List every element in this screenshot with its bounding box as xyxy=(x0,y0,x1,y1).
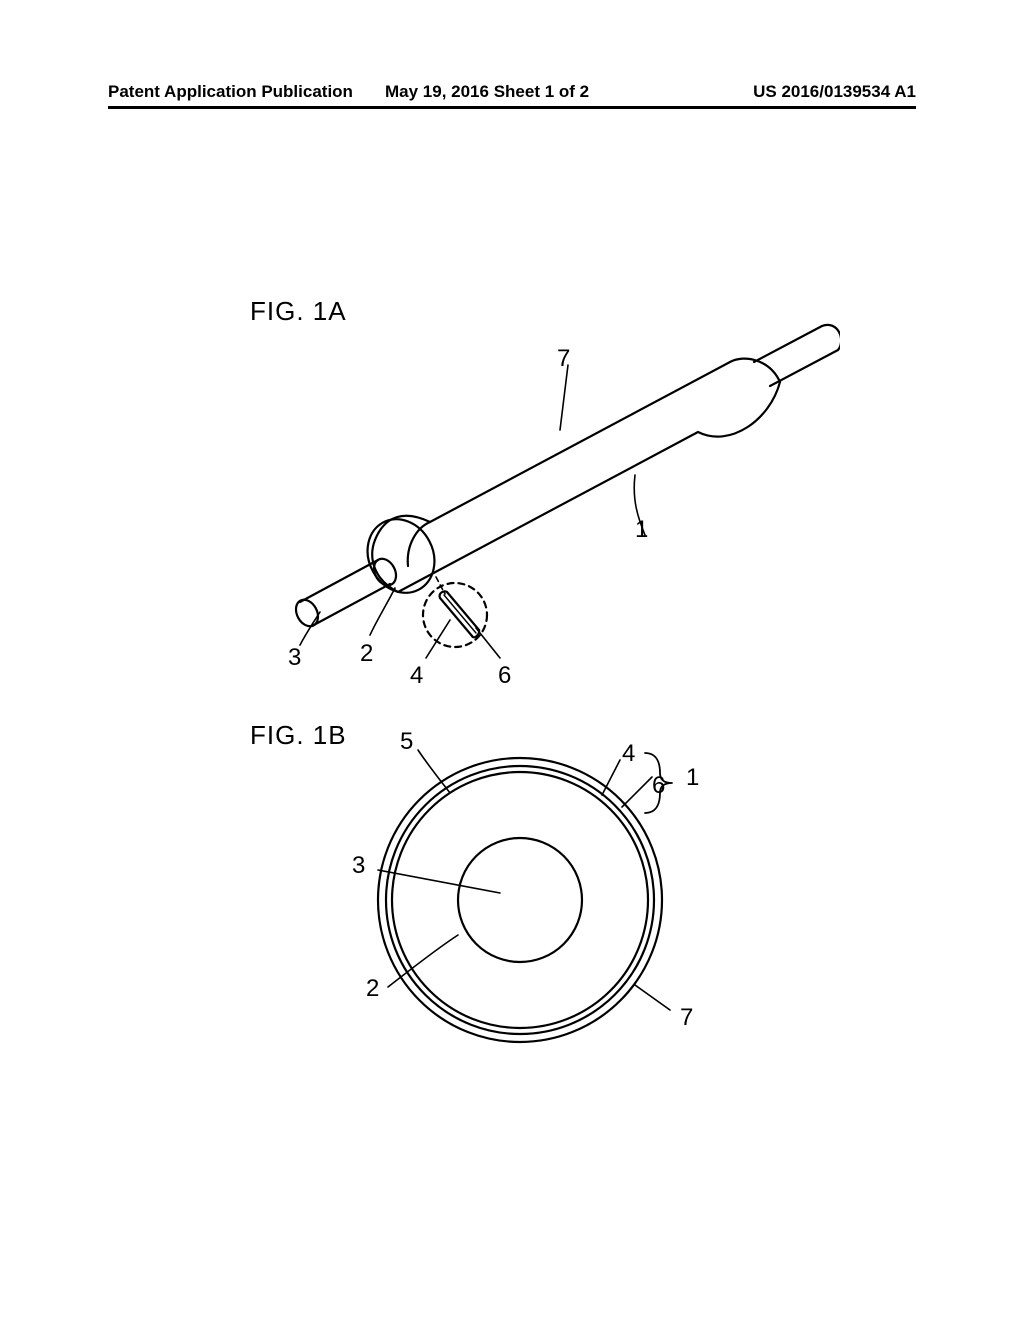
fig1b-ref-3: 3 xyxy=(352,852,365,880)
fig1a-ref-7: 7 xyxy=(557,345,570,373)
fig1a-ref-4: 4 xyxy=(410,662,423,690)
fig1a-ref-3: 3 xyxy=(288,644,301,672)
fig1a-ref-2: 2 xyxy=(360,640,373,668)
fig1b-ref-5: 5 xyxy=(400,728,413,756)
fig1a-ref-1: 1 xyxy=(635,516,648,544)
header-left: Patent Application Publication xyxy=(108,82,353,102)
header-right: US 2016/0139534 A1 xyxy=(753,82,916,102)
fig1b-ref-7: 7 xyxy=(680,1004,693,1032)
fig1b-ref-4: 4 xyxy=(622,740,635,768)
header-rule xyxy=(108,106,916,109)
fig1b-ref-2: 2 xyxy=(366,975,379,1003)
fig-1a-drawing xyxy=(240,300,840,690)
page-header: Patent Application Publication May 19, 2… xyxy=(0,82,1024,106)
fig1b-ref-1: 1 xyxy=(686,764,699,792)
patent-page: Patent Application Publication May 19, 2… xyxy=(0,0,1024,1320)
fig-1b-drawing xyxy=(300,725,740,1075)
fig1a-ref-6: 6 xyxy=(498,662,511,690)
fig1b-ref-6: 6 xyxy=(652,772,665,800)
header-center: May 19, 2016 Sheet 1 of 2 xyxy=(385,82,589,102)
